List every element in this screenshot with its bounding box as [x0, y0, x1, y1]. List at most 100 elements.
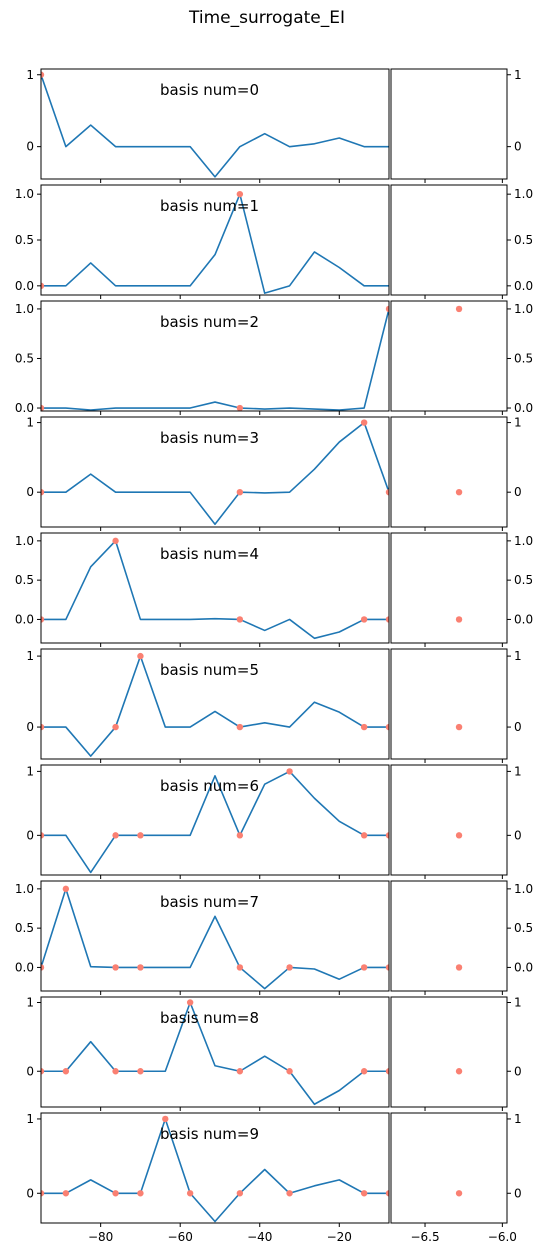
left-axes-frame — [40, 300, 390, 412]
panel-label: basis num=9 — [160, 1125, 259, 1143]
right-ytick-label: 1.0 — [514, 534, 533, 548]
data-point — [137, 652, 144, 660]
data-point — [360, 832, 368, 839]
data-point — [41, 1068, 45, 1075]
right-axes-frame — [390, 764, 508, 876]
panel-label: basis num=2 — [160, 313, 259, 331]
data-point — [112, 723, 119, 731]
data-point — [236, 190, 244, 198]
left-ytick-label: 0.0 — [15, 279, 34, 293]
data-point — [41, 282, 45, 290]
right-ytick-label: 0.5 — [514, 351, 533, 365]
right-ytick-label: 0.0 — [514, 612, 533, 626]
left-ytick-label: 0 — [26, 485, 34, 499]
left-ytick-label: 1.0 — [15, 534, 34, 548]
data-point — [112, 964, 119, 971]
left-axes-frame — [40, 648, 390, 760]
panel-label: basis num=4 — [160, 545, 259, 563]
right-axes-frame — [390, 300, 508, 412]
data-point — [41, 616, 45, 623]
data-point — [137, 1068, 144, 1075]
data-point — [112, 1068, 119, 1075]
data-point — [112, 537, 119, 545]
left-axes-frame — [40, 880, 390, 992]
series-line — [41, 1001, 389, 1106]
right-ytick-label: 1.0 — [514, 302, 533, 316]
subplot-1: 0.0 0.0 0.5 0.5 1.0 1.0 basis num=1 — [15, 184, 533, 299]
data-point — [286, 1068, 293, 1075]
right-data-point — [455, 832, 463, 839]
left-axes-frame — [40, 68, 390, 180]
data-point — [112, 832, 119, 839]
right-ytick-label: 1.0 — [514, 882, 533, 896]
series-line — [41, 74, 389, 178]
left-ytick-label: 0.0 — [15, 960, 34, 974]
data-point — [360, 616, 368, 623]
left-ytick-label: 0 — [26, 720, 34, 734]
right-ytick-label: 0.5 — [514, 573, 533, 587]
series-line — [41, 888, 389, 990]
left-ytick-label: 0.5 — [15, 573, 34, 587]
data-point — [137, 964, 144, 971]
panel-label: basis num=5 — [160, 661, 259, 679]
right-data-point — [455, 1190, 463, 1197]
right-ytick-label: 0.5 — [514, 921, 533, 935]
subplot-4: 0.0 0.0 0.5 0.5 1.0 1.0 basis num=4 — [15, 532, 533, 647]
subplot-6: 0 0 1 1 basis num=6 — [26, 764, 522, 879]
data-point — [286, 768, 293, 775]
data-point — [41, 723, 45, 731]
right-data-point — [455, 1068, 463, 1075]
right-ytick-label: 1 — [514, 996, 522, 1010]
data-point — [162, 1115, 169, 1123]
data-point — [186, 999, 194, 1006]
data-point — [186, 1190, 194, 1197]
right-data-point — [455, 616, 463, 623]
data-point — [385, 488, 389, 496]
right-data-point — [455, 723, 463, 731]
data-point — [360, 419, 368, 426]
data-point — [360, 964, 368, 971]
subplot-5: 0 0 1 1 basis num=5 — [26, 648, 522, 763]
data-point — [137, 1190, 144, 1197]
left-ytick-label: 0 — [26, 1186, 34, 1200]
right-ytick-label: 0 — [514, 1064, 522, 1078]
data-point — [236, 404, 244, 411]
right-ytick-label: 0.0 — [514, 279, 533, 293]
left-ytick-label: 0.5 — [15, 921, 34, 935]
left-ytick-label: 0 — [26, 140, 34, 154]
left-xtick-label: −80 — [88, 1230, 113, 1244]
right-ytick-label: 0 — [514, 720, 522, 734]
right-ytick-label: 1 — [514, 1112, 522, 1126]
data-point — [236, 723, 244, 731]
series-line — [41, 421, 389, 526]
data-point — [236, 832, 244, 839]
left-xtick-label: −60 — [168, 1230, 193, 1244]
left-ytick-label: 1.0 — [15, 882, 34, 896]
right-axes-frame — [390, 996, 508, 1108]
right-axes-frame — [390, 416, 508, 528]
data-point — [236, 488, 244, 496]
right-ytick-label: 0 — [514, 828, 522, 842]
right-ytick-label: 0.0 — [514, 401, 533, 415]
right-data-point — [455, 964, 463, 971]
series-line — [41, 308, 389, 411]
data-point — [385, 1190, 389, 1197]
right-ytick-label: 0.5 — [514, 233, 533, 247]
left-ytick-label: 1.0 — [15, 187, 34, 201]
right-axes-frame — [390, 532, 508, 644]
right-ytick-label: 0.0 — [514, 960, 533, 974]
right-axes-frame — [390, 184, 508, 296]
data-point — [41, 488, 45, 496]
data-point — [236, 1068, 244, 1075]
left-ytick-label: 1 — [26, 1112, 34, 1126]
figure-title: Time_surrogate_EI — [188, 8, 345, 28]
series-line — [41, 1118, 389, 1223]
panel-label: basis num=0 — [160, 81, 259, 99]
right-ytick-label: 1 — [514, 764, 522, 778]
data-point — [41, 404, 45, 411]
left-xtick-label: −40 — [247, 1230, 272, 1244]
subplot-grid: 0 0 1 1 basis num=0 0.0 0.0 0.5 0.5 1.0 1.0 basis n… — [15, 68, 533, 1244]
data-point — [360, 1068, 368, 1075]
data-point — [41, 964, 45, 971]
left-ytick-label: 0 — [26, 1064, 34, 1078]
